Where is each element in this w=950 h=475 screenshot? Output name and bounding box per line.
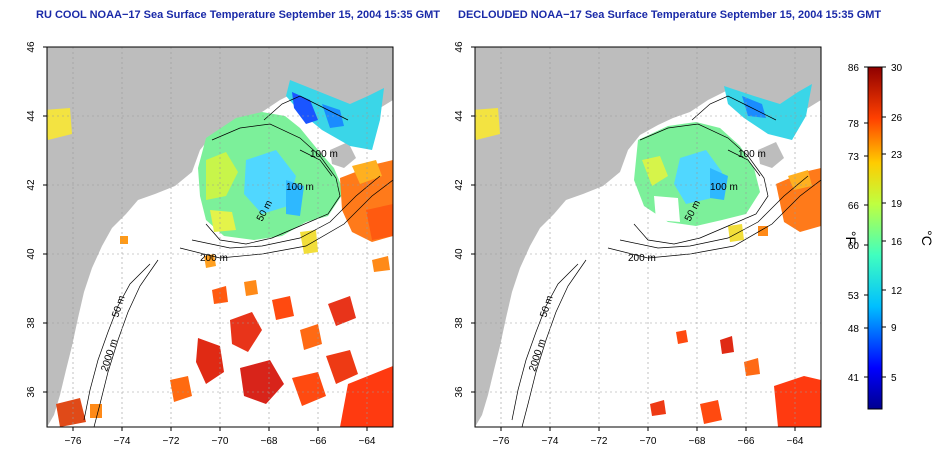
colorbar-gradient <box>867 66 883 410</box>
left-x-tick-68: −68 <box>261 436 278 447</box>
left-y-tick-44: 44 <box>26 110 37 122</box>
right-y-tick-44: 44 <box>454 110 465 122</box>
colorbar-c-tick: 23 <box>891 150 903 161</box>
colorbar-c-tick: 9 <box>891 323 897 334</box>
left-y-tick-42: 42 <box>26 179 37 191</box>
left-map-content: 100 m 100 m 50 m 200 m 50 m 2000 m <box>47 47 393 427</box>
right-x-tick-68: −68 <box>689 436 706 447</box>
colorbar-f-tick: 78 <box>848 119 860 130</box>
colorbar-fahrenheit-label: °F <box>843 231 859 245</box>
right-x-tick-76: −76 <box>493 436 510 447</box>
colorbar-f-tick: 66 <box>848 201 860 212</box>
colorbar-f-tick: 86 <box>848 63 860 74</box>
right-y-tick-42: 42 <box>454 179 465 191</box>
left-x-tick-64: −64 <box>359 436 376 447</box>
left-x-tick-74: −74 <box>114 436 131 447</box>
left-x-tick-76: −76 <box>65 436 82 447</box>
sst-warm-patches <box>56 236 393 427</box>
colorbar-f-tick: 41 <box>848 373 860 384</box>
colorbar-c-tick: 26 <box>891 113 903 124</box>
isobath-label-100m-a: 100 m <box>310 149 338 160</box>
right-x-tick-66: −66 <box>738 436 755 447</box>
right-y-tick-36: 36 <box>454 386 465 398</box>
right-y-tick-46: 46 <box>454 41 465 53</box>
right-x-tick-70: −70 <box>640 436 657 447</box>
left-y-tick-38: 38 <box>26 317 37 329</box>
left-map-panel: 100 m 100 m 50 m 200 m 50 m 2000 m <box>26 41 394 447</box>
colorbar-f-tick: 53 <box>848 291 860 302</box>
colorbar-c-tick: 12 <box>891 286 903 297</box>
left-y-tick-36: 36 <box>26 386 37 398</box>
isobath-label-100m-a: 100 m <box>738 149 766 160</box>
left-x-tick-72: −72 <box>163 436 180 447</box>
colorbar-c-tick: 16 <box>891 237 903 248</box>
land-mass <box>47 47 393 427</box>
colorbar-celsius-label: °C <box>919 230 935 246</box>
colorbar-c-tick: 30 <box>891 63 903 74</box>
colorbar-c-tick: 5 <box>891 373 897 384</box>
grid-lines <box>475 47 821 427</box>
left-map-title: RU COOL NOAA−17 Sea Surface Temperature … <box>36 9 441 21</box>
colorbar-c-tick: 19 <box>891 199 903 210</box>
right-x-tick-64: −64 <box>787 436 804 447</box>
colorbar-f-tick: 73 <box>848 152 860 163</box>
right-map-title: DECLOUDED NOAA−17 Sea Surface Temperatur… <box>458 9 882 21</box>
right-map-panel: 100 m 100 m 50 m 200 m 50 m 2000 m −76 −… <box>454 41 822 447</box>
right-y-tick-38: 38 <box>454 317 465 329</box>
right-map-content <box>475 47 821 427</box>
colorbar-f-tick: 60 <box>848 241 860 252</box>
left-x-tick-66: −66 <box>310 436 327 447</box>
grid-lines <box>47 47 393 427</box>
isobath-label-100m-b: 100 m <box>286 182 314 193</box>
land-mass <box>475 47 821 427</box>
temperature-colorbar: 86 78 73 66 60 53 48 41 30 26 23 19 16 1… <box>843 63 935 410</box>
colorbar-f-tick: 48 <box>848 324 860 335</box>
isobath-label-200m: 200 m <box>200 253 228 264</box>
left-x-tick-70: −70 <box>212 436 229 447</box>
left-y-tick-46: 46 <box>26 41 37 53</box>
left-y-tick-40: 40 <box>26 248 37 260</box>
right-x-tick-72: −72 <box>591 436 608 447</box>
isobath-label-100m-b: 100 m <box>710 182 738 193</box>
isobath-label-200m: 200 m <box>628 253 656 264</box>
right-x-tick-74: −74 <box>542 436 559 447</box>
right-y-tick-40: 40 <box>454 248 465 260</box>
